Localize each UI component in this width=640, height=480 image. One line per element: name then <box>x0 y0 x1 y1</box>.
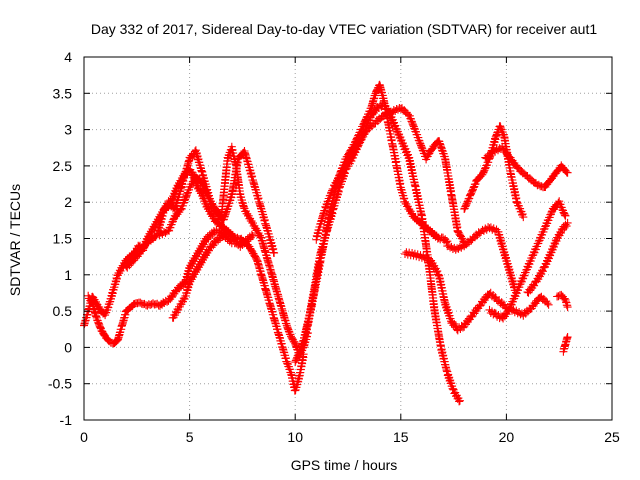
y-tick-label: 2 <box>64 194 72 210</box>
data-points <box>80 80 572 406</box>
series-arc-10 <box>443 223 519 295</box>
y-tick-label: 4 <box>64 49 72 65</box>
series-arc-8 <box>312 104 469 247</box>
series-arc-2 <box>84 226 257 348</box>
x-tick-label: 15 <box>393 429 409 445</box>
series-arc-12 <box>481 142 572 192</box>
y-tick-label: 0.5 <box>53 303 73 319</box>
data-point-markers <box>312 104 469 247</box>
y-tick-label: 0 <box>64 339 72 355</box>
data-point-markers <box>523 218 572 297</box>
x-axis-label: GPS time / hours <box>291 457 398 473</box>
data-point-markers <box>84 226 257 348</box>
y-tick-label: 3 <box>64 122 72 138</box>
data-point-markers <box>481 142 572 192</box>
x-tick-label: 10 <box>287 429 303 445</box>
data-point-markers <box>443 223 519 295</box>
series-arc-5 <box>168 229 228 322</box>
data-point-markers <box>485 197 570 323</box>
y-tick-label: 2.5 <box>53 158 73 174</box>
y-tick-label: 1 <box>64 267 72 283</box>
series-arc-13 <box>485 197 570 323</box>
series-arc-16 <box>559 333 572 356</box>
y-tick-label: -0.5 <box>48 376 72 392</box>
grid-lines <box>84 57 612 420</box>
series-arc-15 <box>553 290 572 312</box>
y-tick-label: 3.5 <box>53 85 73 101</box>
y-tick-label: 1.5 <box>53 231 73 247</box>
x-tick-label: 25 <box>604 429 620 445</box>
x-tick-label: 5 <box>186 429 194 445</box>
data-point-markers <box>553 290 572 312</box>
data-point-markers <box>153 142 312 359</box>
data-point-markers <box>559 333 572 356</box>
series-arc-4 <box>153 142 312 359</box>
chart-title: Day 332 of 2017, Sidereal Day-to-day VTE… <box>91 21 598 37</box>
y-axis-label: SDTVAR / TECUs <box>7 184 23 296</box>
axis-ticks <box>83 56 613 421</box>
x-tick-label: 0 <box>80 429 88 445</box>
x-tick-label: 20 <box>499 429 515 445</box>
y-tick-label: -1 <box>60 412 73 428</box>
x-tick-labels: 0 5 10 15 20 25 <box>80 429 620 445</box>
data-point-markers <box>168 229 228 322</box>
y-tick-labels: -1 -0.5 0 0.5 1 1.5 2 2.5 3 3.5 4 <box>48 49 72 428</box>
series-arc-14 <box>523 218 572 297</box>
